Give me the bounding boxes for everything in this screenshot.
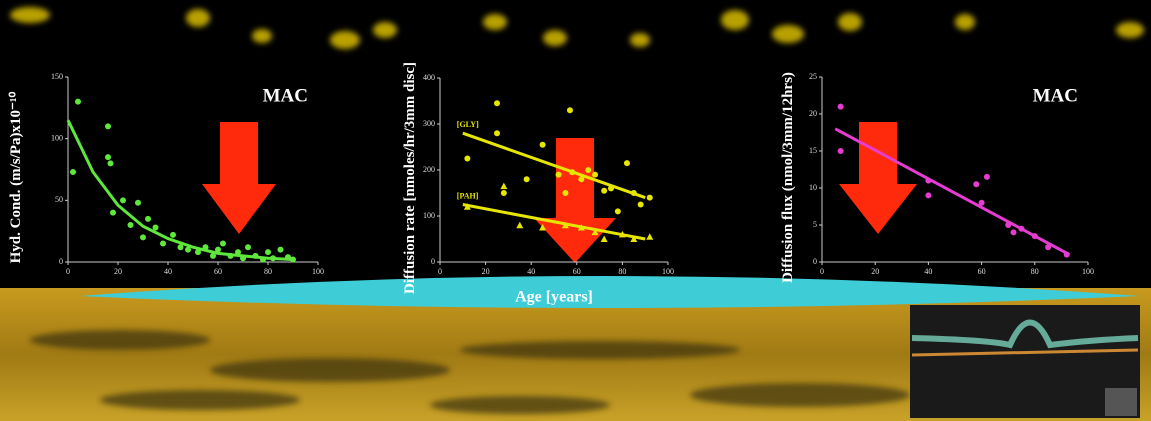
y-tick-label: 100 — [423, 211, 435, 220]
data-point — [70, 169, 76, 175]
y-tick-label: 15 — [809, 146, 817, 155]
y-tick-label: 400 — [423, 73, 435, 82]
y-tick-label: 20 — [809, 109, 817, 118]
x-axis-label: Age [years] — [515, 289, 593, 306]
data-point — [540, 142, 546, 148]
data-point — [220, 241, 226, 247]
data-point — [140, 234, 146, 240]
data-point — [638, 202, 644, 208]
x-tick-label: 80 — [1031, 267, 1039, 276]
y-tick-label: 0 — [59, 257, 63, 266]
x-tick-label: 60 — [573, 267, 581, 276]
x-tick-label: 20 — [871, 267, 879, 276]
data-point — [278, 247, 284, 253]
data-point — [75, 99, 81, 105]
data-point — [494, 100, 500, 106]
annotation: MAC — [263, 85, 308, 106]
x-tick-label: 40 — [527, 267, 535, 276]
y-axis-label: Diffusion flux (nmol/3mm/12hrs) — [780, 72, 796, 283]
data-point — [108, 160, 114, 166]
y-tick-label: 25 — [809, 72, 817, 81]
y-axis-label: Diffusion rate [nmoles/hr/3mm disc] — [402, 62, 418, 294]
data-point — [592, 172, 598, 178]
data-point — [464, 156, 470, 162]
x-tick-label: 100 — [312, 267, 324, 276]
x-tick-label: 20 — [482, 267, 490, 276]
data-point — [160, 241, 166, 247]
y-tick-label: 50 — [55, 195, 63, 204]
x-tick-label: 20 — [114, 267, 122, 276]
data-point — [925, 192, 931, 198]
data-point — [556, 172, 562, 178]
x-tick-label: 0 — [438, 267, 442, 276]
oct-inset — [910, 305, 1140, 418]
data-point — [135, 200, 141, 206]
data-point — [120, 197, 126, 203]
x-tick-label: 80 — [618, 267, 626, 276]
data-point — [615, 208, 621, 214]
data-point — [105, 123, 111, 129]
y-tick-label: 0 — [813, 257, 817, 266]
data-point — [647, 195, 653, 201]
data-point — [110, 210, 116, 216]
series-label: [PAH] — [457, 191, 479, 200]
figure: 020406080100050100150Hyd. Cond. (m/s/Pa)… — [0, 0, 1151, 421]
data-point — [105, 154, 111, 160]
y-tick-label: 0 — [431, 257, 435, 266]
x-tick-label: 60 — [978, 267, 986, 276]
y-tick-label: 200 — [423, 165, 435, 174]
data-point — [838, 148, 844, 154]
y-tick-label: 300 — [423, 119, 435, 128]
y-tick-label: 100 — [51, 133, 63, 142]
data-point — [585, 167, 591, 173]
x-tick-label: 80 — [264, 267, 272, 276]
data-point — [562, 190, 568, 196]
x-tick-label: 0 — [66, 267, 70, 276]
x-tick-label: 100 — [1082, 267, 1094, 276]
x-tick-label: 40 — [164, 267, 172, 276]
data-point — [524, 176, 530, 182]
data-point — [984, 174, 990, 180]
data-point — [153, 224, 159, 230]
y-tick-label: 150 — [51, 72, 63, 81]
x-tick-label: 60 — [214, 267, 222, 276]
data-point — [973, 181, 979, 187]
data-point — [494, 130, 500, 136]
x-tick-label: 0 — [820, 267, 824, 276]
x-tick-label: 40 — [924, 267, 932, 276]
x-tick-label: 100 — [662, 267, 674, 276]
y-tick-label: 5 — [813, 220, 817, 229]
series-label: [GLY] — [457, 120, 479, 129]
data-point — [624, 160, 630, 166]
data-point — [1011, 229, 1017, 235]
data-point — [838, 104, 844, 110]
data-point — [567, 107, 573, 113]
y-tick-label: 10 — [809, 183, 817, 192]
data-point — [245, 244, 251, 250]
y-axis-label: Hyd. Cond. (m/s/Pa)x10⁻¹⁰ — [8, 92, 24, 264]
data-point — [170, 232, 176, 238]
annotation: MAC — [1033, 85, 1078, 106]
data-point — [601, 188, 607, 194]
data-point — [501, 190, 507, 196]
data-point — [265, 249, 271, 255]
data-point — [128, 222, 134, 228]
data-point — [145, 216, 151, 222]
